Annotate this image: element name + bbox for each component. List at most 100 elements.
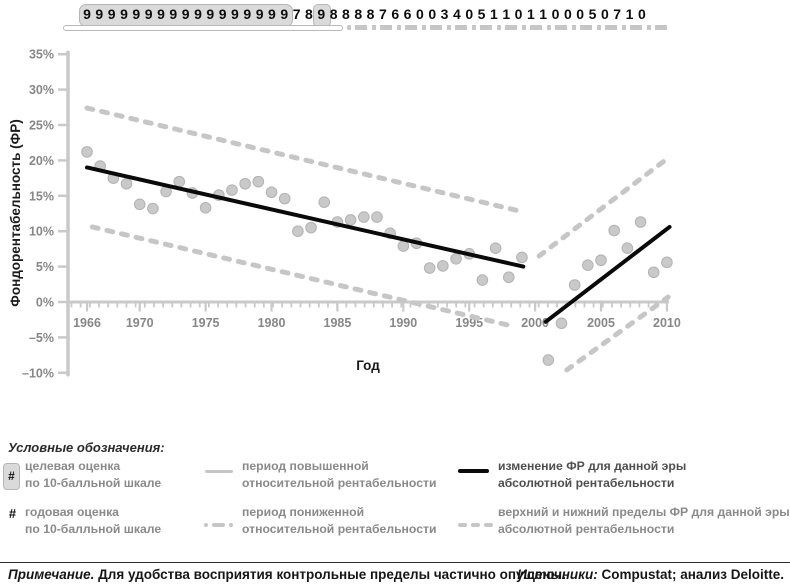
annual-rating-digit: 9 <box>181 6 190 22</box>
data-point <box>516 251 528 264</box>
dot-dash-gray-marker <box>204 516 233 534</box>
annual-rating-digit: 0 <box>428 6 437 22</box>
data-point <box>476 274 489 286</box>
data-point <box>568 279 581 291</box>
data-point <box>437 260 449 272</box>
annual-rating-digit: 9 <box>83 6 91 22</box>
annual-rating-digit: 9 <box>255 6 264 22</box>
annual-rating-digit: 7 <box>379 6 387 22</box>
y-tick-label: 5% <box>36 260 54 274</box>
annual-rating-digit: 1 <box>625 6 634 22</box>
legend-item-target-score: целевая оценка по 10-балльной шкале <box>25 459 162 490</box>
legend-item-reduced-period: период пониженной относительной рентабель… <box>242 505 437 536</box>
footer-note: Примечание. Для удобства восприятия конт… <box>8 567 566 582</box>
x-tick-label: 2000 <box>521 316 549 330</box>
annual-rating-digit: 0 <box>416 6 424 22</box>
elevated-relative-profitability-period-line <box>63 25 343 31</box>
annual-rating-digit: 9 <box>157 6 165 22</box>
data-point <box>292 225 304 237</box>
data-point <box>423 262 436 274</box>
data-point <box>555 317 568 330</box>
data-point <box>239 177 251 190</box>
data-point <box>450 253 462 265</box>
y-tick-label: 10% <box>29 225 54 239</box>
y-tick-label: 30% <box>29 83 54 97</box>
data-point <box>661 256 673 269</box>
data-point <box>278 192 291 205</box>
data-point <box>502 271 515 284</box>
legend-item-era-roa-change: изменение ФР для данной эры абсолютной ре… <box>498 459 687 490</box>
annual-rating-digit: 9 <box>231 6 239 22</box>
annual-rating-digit: 9 <box>268 6 276 22</box>
annual-rating-digit: 0 <box>637 6 646 22</box>
annual-rating-digit: 0 <box>563 6 572 22</box>
x-tick-label: 1975 <box>192 316 220 330</box>
footer-divider <box>0 562 790 563</box>
data-point <box>147 202 159 215</box>
annual-rating-digit: 5 <box>477 6 486 22</box>
annual-rating-digit: 9 <box>317 6 326 22</box>
annual-rating-digit: 9 <box>107 6 116 22</box>
annual-rating-digit: 9 <box>194 6 202 22</box>
y-axis-title: Фондорентабельность (ФР) <box>8 119 23 306</box>
annual-rating-digit: 5 <box>588 6 597 22</box>
data-point <box>582 259 594 271</box>
data-point <box>371 211 383 223</box>
data-point <box>81 146 93 158</box>
data-point <box>173 175 186 188</box>
annual-rating-digit: 9 <box>120 6 128 22</box>
control-limit-line <box>84 105 521 214</box>
control-limit-line <box>564 294 671 373</box>
control-limit-line <box>89 224 518 330</box>
hash-marker: # <box>8 506 17 521</box>
data-point <box>357 211 370 223</box>
annual-rating-digit: 7 <box>613 6 622 22</box>
annual-rating-digit: 1 <box>539 6 548 22</box>
annual-rating-digit: 9 <box>132 6 141 22</box>
x-tick-label: 1970 <box>126 316 154 330</box>
annual-rating-digit: 9 <box>218 6 227 22</box>
annual-rating-digit: 9 <box>206 6 215 22</box>
data-point <box>489 242 502 254</box>
roa-scatter-chart: 35% 30% 25% 20% 15% 10% 5% 0% –5% –10% 1966 1970 197… <box>8 48 681 381</box>
footer-sources: Источники: Compustat; анализ Deloitte. <box>517 567 784 582</box>
x-tick-label: 2005 <box>587 316 615 330</box>
solid-gray-line-marker <box>205 470 233 473</box>
data-point <box>621 242 634 254</box>
era-trend-line <box>543 224 672 324</box>
annual-rating-digit: 9 <box>144 6 153 22</box>
annual-rating-digit: 0 <box>576 6 585 22</box>
data-point <box>608 224 621 237</box>
annual-rating-digit: 9 <box>280 6 289 22</box>
annual-rating-digit: 9 <box>243 6 252 22</box>
annual-rating-digit: 3 <box>440 6 449 22</box>
data-point <box>120 177 133 190</box>
annual-rating-digit: 1 <box>526 6 535 22</box>
y-tick-label: 20% <box>29 154 54 168</box>
data-point <box>199 202 212 214</box>
legend-item-annual-score: годовая оценка по 10-балльной шкале <box>25 505 162 536</box>
annual-rating-digit: 8 <box>305 6 313 22</box>
data-point <box>265 186 278 199</box>
data-point <box>397 240 410 252</box>
y-tick-label: 25% <box>29 119 54 133</box>
x-axis-title: Год <box>356 358 380 373</box>
annual-rating-digit: 0 <box>514 6 523 22</box>
annual-rating-digit: 9 <box>95 6 104 22</box>
x-tick-label: 1980 <box>258 316 286 330</box>
legend-item-elevated-period: период повышенной относительной рентабель… <box>242 459 437 490</box>
legend-item-era-limits: верхний и нижний пределы ФР для данной э… <box>498 505 790 536</box>
y-tick-label: –10% <box>22 366 54 380</box>
x-tick-label: 1990 <box>389 316 417 330</box>
control-limit-line <box>536 154 673 259</box>
annual-rating-digit: 0 <box>465 6 474 22</box>
annual-rating-digit: 6 <box>391 6 400 22</box>
legend-title: Условные обозначения: <box>8 440 165 455</box>
data-point <box>595 254 607 267</box>
annual-rating-digit: 8 <box>329 6 338 22</box>
annual-rating-digit: 4 <box>452 6 461 22</box>
annual-rating-digit: 6 <box>403 6 412 22</box>
data-point <box>305 221 317 234</box>
